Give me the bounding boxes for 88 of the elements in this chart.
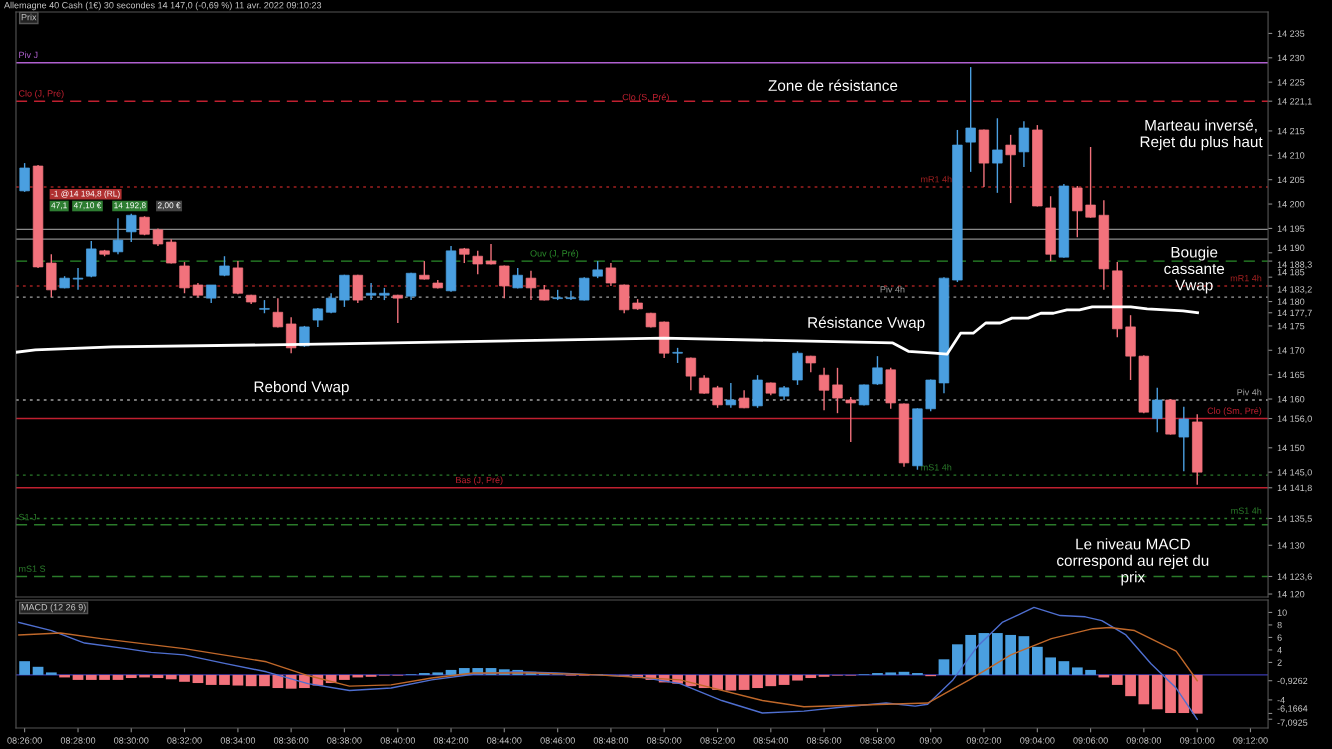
x-tick-label: 09:04:00 xyxy=(1020,737,1055,744)
annotation: -1 @14 194,8 (RL) xyxy=(51,190,120,199)
annotation: Bougie cassante Vwap xyxy=(1164,246,1225,294)
annotation: Rebond Vwap xyxy=(254,381,349,396)
y-tick-label: -0,9262 xyxy=(1277,677,1308,686)
x-tick-label: 08:44:00 xyxy=(487,737,522,744)
annotation: Le niveau MACD correspond au rejet du prix xyxy=(1057,538,1209,586)
ref-line-label: Piv 4h xyxy=(880,285,905,293)
y-tick-label: 14 221,1 xyxy=(1277,98,1312,106)
y-tick-label: 10 xyxy=(1277,609,1287,616)
y-tick-label: -6,1664 xyxy=(1277,705,1308,713)
x-tick-label: 09:06:00 xyxy=(1073,737,1108,744)
annotation: Résistance Vwap xyxy=(808,316,925,331)
ref-line-label: Clo (J, Pré) xyxy=(18,89,64,99)
ref-line-label: mS1 S xyxy=(19,565,46,572)
annotation: Marteau inversé, Rejet du plus haut xyxy=(1140,119,1263,151)
y-tick-label: 14 130 xyxy=(1277,542,1305,549)
x-tick-label: 08:30:00 xyxy=(114,737,149,744)
y-tick-label: 4 xyxy=(1277,646,1282,654)
y-tick-label: 14 195 xyxy=(1277,225,1305,232)
x-tick-label: 08:40:00 xyxy=(380,737,416,744)
x-tick-label: 08:38:00 xyxy=(327,737,362,744)
ref-line-label: Clo (Sm, Pré) xyxy=(1207,407,1262,416)
y-tick-label: 14 150 xyxy=(1277,444,1305,452)
x-tick-label: 08:42:00 xyxy=(433,737,469,744)
y-tick-label: 14 185 xyxy=(1277,268,1305,276)
y-tick-label: 14 156,0 xyxy=(1277,415,1312,423)
ref-line-label: Piv J xyxy=(19,51,38,59)
y-tick-label: 14 123,6 xyxy=(1277,573,1312,581)
x-tick-label: 09:12:00 xyxy=(1233,737,1268,744)
chart-subtitle: Prix xyxy=(21,13,37,21)
x-tick-label: 08:56:00 xyxy=(806,737,842,744)
y-tick-label: 14 188,3 xyxy=(1277,261,1312,269)
y-tick-label: 14 183,2 xyxy=(1277,286,1312,294)
y-tick-label: 14 175 xyxy=(1277,322,1305,330)
ref-line-label: mR1 4h xyxy=(1230,274,1262,282)
annotation: Clo (S, Pré) xyxy=(622,93,669,103)
y-tick-label: 14 200 xyxy=(1277,201,1305,208)
y-tick-label: 14 120 xyxy=(1277,591,1305,598)
x-tick-label: 08:46:00 xyxy=(540,737,575,744)
y-tick-label: 14 165 xyxy=(1277,371,1305,379)
y-tick-label: -7,0925 xyxy=(1277,719,1308,727)
annotation: Zone de résistance xyxy=(768,79,898,91)
x-tick-label: 08:54:00 xyxy=(753,737,789,744)
ref-line-label: mR1 4h xyxy=(921,175,952,183)
y-tick-label: 14 230 xyxy=(1277,54,1305,62)
y-tick-label: 14 160 xyxy=(1277,396,1305,403)
y-tick-label: 14 180 xyxy=(1277,298,1305,305)
x-tick-label: 09:10:00 xyxy=(1180,737,1215,744)
ref-line-label: mS1 4h xyxy=(921,463,952,471)
x-tick-label: 09:00 xyxy=(919,737,942,744)
x-tick-label: 08:34:00 xyxy=(220,737,256,744)
ref-line-label: mS1 4h xyxy=(1231,507,1262,514)
x-tick-label: 08:36:00 xyxy=(273,737,309,744)
chart-title: MACD (12 26 9) xyxy=(21,603,86,613)
y-tick-label: 14 141,8 xyxy=(1277,484,1312,493)
y-tick-label: 14 177,7 xyxy=(1277,309,1312,318)
y-tick-label: 6 xyxy=(1277,634,1282,641)
y-tick-label: -4 xyxy=(1277,696,1285,704)
y-tick-label: 14 190 xyxy=(1277,244,1305,252)
y-tick-label: 2 xyxy=(1277,659,1282,666)
y-tick-label: 8 xyxy=(1277,621,1282,629)
ref-line-label: S1 J xyxy=(18,513,36,521)
x-tick-label: 09:02:00 xyxy=(966,737,1002,744)
ref-line-label: Piv 4h xyxy=(1237,388,1262,396)
annotation: 14 192,8 xyxy=(114,202,146,210)
annotation: 47,1 xyxy=(51,202,67,210)
y-tick-label: 14 215 xyxy=(1277,127,1305,135)
y-tick-label: 14 210 xyxy=(1277,152,1305,159)
x-tick-label: 08:32:00 xyxy=(167,737,202,744)
x-tick-label: 08:28:00 xyxy=(60,737,96,744)
x-tick-label: 08:52:00 xyxy=(700,737,735,744)
x-tick-label: 08:26:00 xyxy=(7,737,42,744)
x-tick-label: 08:58:00 xyxy=(860,737,895,744)
y-tick-label: 14 145,0 xyxy=(1277,469,1312,477)
x-tick-label: 09:08:00 xyxy=(1126,737,1162,744)
x-tick-label: 08:50:00 xyxy=(646,737,682,744)
annotation: 47,10 € xyxy=(73,202,102,210)
y-tick-label: 14 205 xyxy=(1277,176,1305,184)
y-tick-label: 14 170 xyxy=(1277,347,1305,354)
chart-title: Allemagne 40 Cash (1€) 30 secondes 14 147,0 (-0,69 %) 11 avr. 2022 09:10:23 xyxy=(4,1,322,11)
y-tick-label: 14 225 xyxy=(1277,79,1305,86)
y-tick-label: 14 135,5 xyxy=(1277,515,1312,523)
x-tick-label: 08:48:00 xyxy=(593,737,629,744)
ref-line-label: Bas (J, Pré) xyxy=(456,476,503,485)
ref-line-label: Ouv (J, Pré) xyxy=(530,249,579,259)
y-tick-label: 14 235 xyxy=(1277,30,1305,37)
annotation: 2,00 € xyxy=(157,202,181,210)
